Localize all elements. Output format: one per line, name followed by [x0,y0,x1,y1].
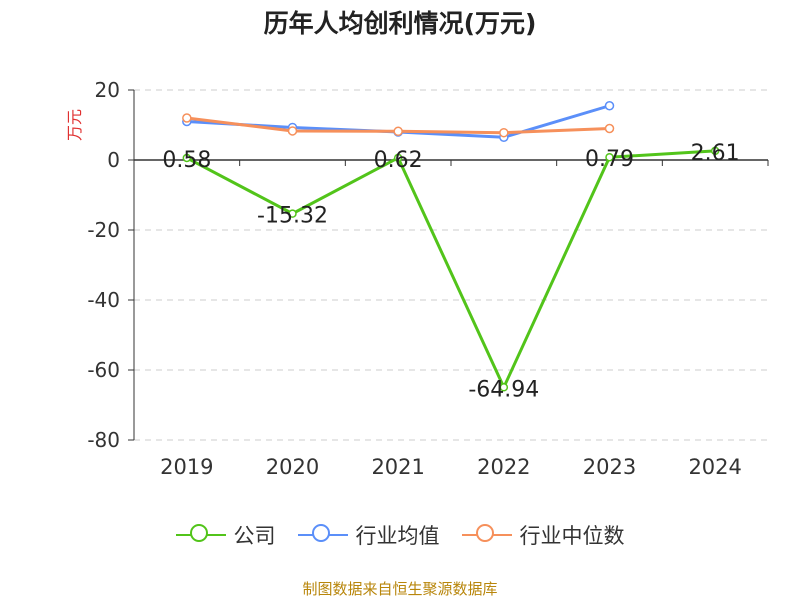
x-tick-label: 2022 [477,455,530,479]
data-label: 0.79 [585,147,634,172]
legend-marker-industry-median [461,524,512,546]
x-tick-label: 2024 [688,455,741,479]
data-point [605,152,614,162]
y-tick-label: -80 [87,428,120,452]
chart-legend: 公司 行业均值 行业中位数 [0,520,800,550]
data-label: 0.62 [374,148,423,173]
x-tick-label: 2019 [160,455,213,479]
data-point [499,127,509,138]
legend-label-company: 公司 [233,524,276,548]
series-line [186,149,716,389]
y-axis-label: 万元 [65,109,84,141]
data-point [182,153,192,163]
data-label: 0.58 [162,148,211,173]
legend-marker-company [175,524,226,546]
data-point [499,383,509,392]
data-point [393,153,403,163]
legend-label-industry-average: 行业均值 [355,524,440,548]
data-label: 2.61 [691,141,740,166]
y-tick-label: -20 [87,218,120,242]
data-label: -15.32 [257,204,328,229]
data-point [393,126,403,137]
data-point [287,126,298,136]
legend-item-company[interactable]: 公司 [175,520,276,550]
chart-title: 历年人均创利情况(万元) [263,9,537,38]
data-point [604,123,615,134]
y-tick-label: -60 [87,358,120,382]
data-point [604,101,615,111]
y-tick-label: 0 [107,148,120,172]
data-label: -64.94 [468,377,539,402]
data-point [710,146,720,156]
y-tick-label: 20 [95,78,120,102]
y-tick-label: -40 [87,288,120,312]
legend-item-industry-average[interactable]: 行业均值 [297,520,440,550]
data-point [288,209,297,218]
legend-label-industry-median: 行业中位数 [519,524,625,548]
legend-marker-industry-average [297,524,348,546]
data-point [182,113,192,123]
x-tick-label: 2021 [371,455,424,479]
data-source-note: 制图数据来自恒生聚源数据库 [302,580,498,598]
x-tick-label: 2020 [266,455,319,479]
x-tick-label: 2023 [583,455,636,479]
legend-item-industry-median[interactable]: 行业中位数 [461,520,625,550]
